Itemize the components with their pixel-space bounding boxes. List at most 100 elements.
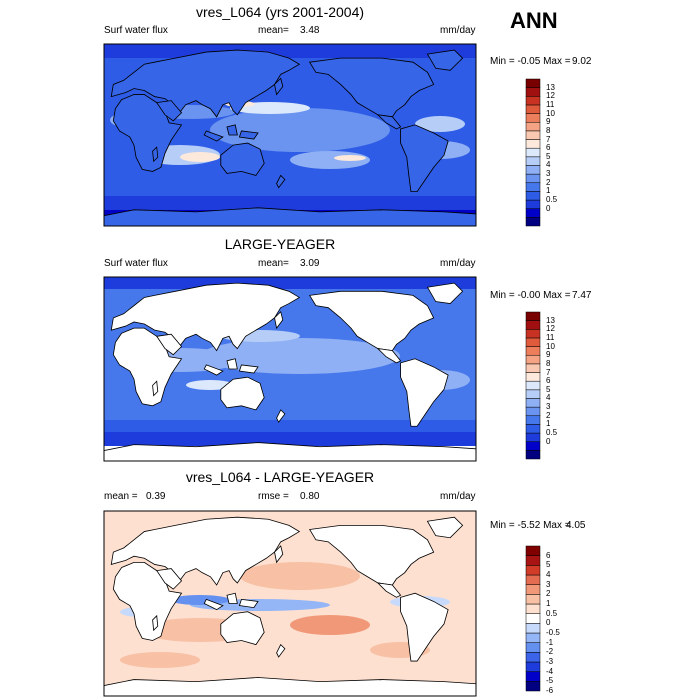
panel1-colorbar [525,78,541,227]
panel2-title: LARGE-YEAGER [224,236,336,252]
colorbar-swatch [525,432,541,442]
panel1-max-value: 9.02 [572,56,592,67]
colorbar-swatch [525,199,541,209]
colorbar-swatch [525,165,541,175]
colorbar-tick-label: 3 [546,579,551,589]
colorbar-tick-label: 0.5 [546,195,558,205]
colorbar-swatch [525,346,541,356]
colorbar-swatch [525,130,541,140]
panel1-field-label: Surf water flux [104,25,168,36]
colorbar-tick-label: -0.5 [546,628,560,637]
panel2-frame [103,276,477,462]
colorbar-swatch [525,104,541,114]
colorbar-tick-label: 2 [546,410,551,420]
colorbar-swatch [525,555,541,566]
colorbar-tick-label: 1 [546,419,551,429]
colorbar-tick-label: 0.5 [546,608,558,618]
colorbar-swatch [525,406,541,417]
panel3-min-max: Min = -5.52 Max = [490,520,571,531]
colorbar-swatch [525,632,541,643]
panel1-map [104,44,476,226]
panel3-mean-value: 0.39 [146,491,166,502]
colorbar-tick-label: -3 [546,657,554,666]
panel3-rmse-label: rmse = [258,491,289,502]
colorbar-swatch [525,78,541,88]
panel3-colorbar [525,545,541,692]
panel3-map [104,511,476,696]
colorbar-tick-label: 5 [546,151,551,161]
colorbar-tick-label: 0 [546,203,551,213]
colorbar-swatch [525,208,541,218]
colorbar-swatch [525,642,541,653]
colorbar-swatch [525,96,541,106]
colorbar-tick-label: -4 [546,666,554,676]
panel2-map [104,277,476,461]
colorbar-swatch [525,121,541,132]
colorbar-tick-label: 11 [546,332,555,342]
season-label: ANN [510,8,558,33]
colorbar-tick-label: 3 [546,402,551,412]
colorbar-tick-label: 6 [546,143,551,153]
colorbar-tick-label: 5 [546,384,551,394]
colorbar-swatch [525,661,541,672]
colorbar-swatch [525,603,541,614]
colorbar-tick-label: 8 [546,358,551,368]
colorbar-tick-label: 7 [546,134,551,144]
colorbar-swatch [525,565,541,576]
colorbar-swatch [525,671,541,682]
colorbar-tick-label: 4 [546,393,551,403]
colorbar-tick-label: 10 [546,341,555,351]
colorbar-tick-label: 12 [546,324,555,334]
colorbar-tick-label: -6 [546,686,554,695]
panel1-frame [103,43,477,227]
colorbar-swatch [525,139,541,149]
colorbar-swatch [525,415,541,425]
colorbar-tick-label: 10 [546,108,555,118]
colorbar-tick-label: 0 [546,436,551,446]
panel3-rmse-value: 0.80 [300,491,320,502]
panel1-mean-value: 3.48 [300,25,320,36]
colorbar-swatch [525,623,541,634]
colorbar-tick-label: 2 [546,177,551,187]
colorbar-swatch [525,372,541,382]
colorbar-tick-label: -2 [546,647,554,657]
panel1-min-max: Min = -0.05 Max = [490,56,571,67]
colorbar-tick-label: 2 [546,589,551,599]
colorbar-tick-label: 13 [546,82,555,92]
panel2-field-label: Surf water flux [104,258,168,269]
colorbar-swatch [525,337,541,347]
colorbar-tick-label: 0 [546,618,551,628]
colorbar-tick-label: 4 [546,160,551,170]
colorbar-swatch [525,584,541,595]
colorbar-tick-label: 1 [546,186,551,196]
colorbar-swatch [525,613,541,624]
colorbar-tick-label: 12 [546,91,555,101]
panel3-max-value: 4.05 [566,520,586,531]
panel3-units: mm/day [440,491,476,502]
colorbar-swatch [525,450,541,460]
panel1-units: mm/day [440,25,476,36]
panel2-max-value: 7.47 [572,290,592,301]
panel2-colorbar [525,311,541,460]
colorbar-swatch [525,389,541,399]
colorbar-tick-label: 5 [546,560,551,570]
colorbar-tick-label: 11 [546,99,555,109]
colorbar-tick-label: 3 [546,169,551,179]
colorbar-swatch [525,681,541,692]
panel3-mean-label: mean = [104,491,138,502]
panel2-units: mm/day [440,258,476,269]
colorbar-tick-label: 1 [546,599,551,608]
colorbar-tick-label: 0.5 [546,428,558,438]
colorbar-tick-label: 9 [546,117,551,127]
colorbar-swatch [525,311,541,321]
colorbar-swatch [525,441,541,451]
panel1-mean-label: mean= [258,25,289,36]
colorbar-tick-label: 6 [546,376,551,386]
panel3-frame [103,510,477,697]
panel3-title: vres_L064 - LARGE-YEAGER [185,469,375,485]
colorbar-swatch [525,545,541,556]
colorbar-swatch [525,594,541,605]
panel2-mean-value: 3.09 [300,258,320,269]
colorbar-swatch [525,191,541,201]
